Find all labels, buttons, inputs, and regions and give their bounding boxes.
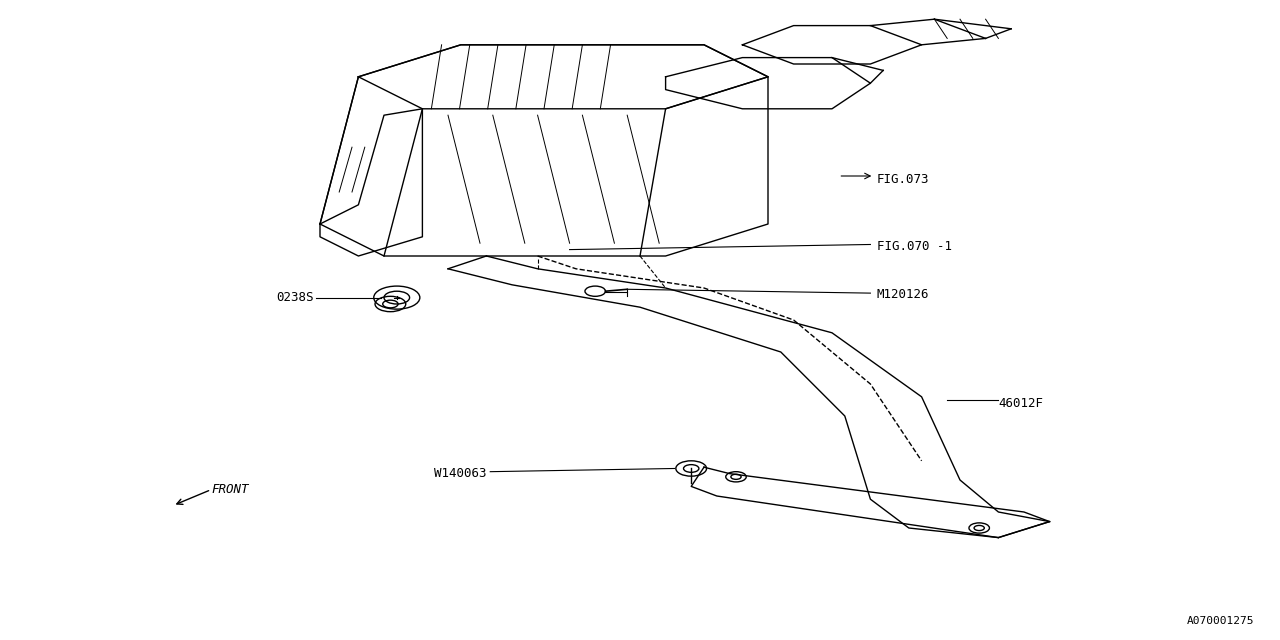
Text: M120126: M120126 [877,288,929,301]
Text: A070001275: A070001275 [1187,616,1254,626]
Text: 46012F: 46012F [998,397,1043,410]
Text: FRONT: FRONT [211,483,248,496]
Text: 0238S: 0238S [276,291,314,304]
Text: FIG.073: FIG.073 [877,173,929,186]
Text: FIG.070 -1: FIG.070 -1 [877,240,952,253]
Text: W140063: W140063 [434,467,486,480]
